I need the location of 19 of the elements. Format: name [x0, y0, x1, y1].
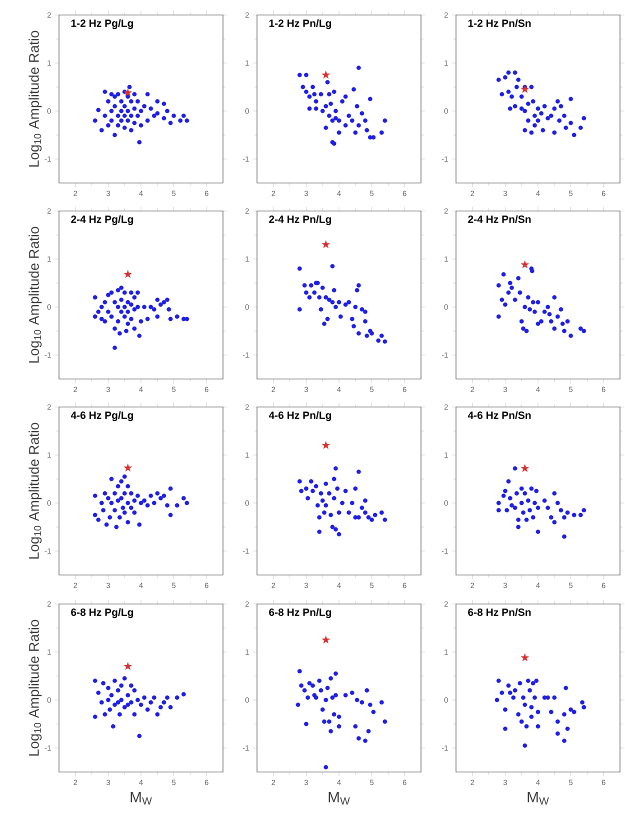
chart-title: 6-8 Hz Pg/Lg: [71, 608, 134, 618]
chart-title: 2-4 Hz Pg/Lg: [71, 215, 134, 226]
chart-title: 4-6 Hz Pn/Sn: [468, 411, 531, 420]
chart-title: 6-8 Hz Pn/Lg: [269, 608, 332, 618]
chart-title: 4-6 Hz Pg/Lg: [70, 411, 134, 422]
chart-title: 2-4 Hz Pn/Lg: [269, 215, 332, 226]
x-axis-title: M$_{W}$: [328, 792, 350, 805]
chart-title: 6-8 Hz Pn/Sn: [468, 608, 531, 616]
y-axis-title: Log$_{10}$ Amplitude Ratio: [28, 30, 42, 167]
chart-title: 4-6 Hz Pn/Lg: [268, 411, 332, 422]
y-axis-title: Log$_{10}$ Amplitude Ratio: [28, 422, 42, 559]
chart-title: 2-4 Hz Pn/Sn: [468, 215, 531, 224]
x-axis-title: M$_{W}$: [130, 792, 152, 805]
chart-title: 1-2 Hz Pn/Lg: [269, 19, 332, 30]
y-axis-title: Log$_{10}$ Amplitude Ratio: [28, 226, 42, 363]
chart-title: 1-2 Hz Pn/Sn: [468, 19, 531, 28]
chart-title: 1-2 Hz Pg/Lg: [71, 19, 134, 30]
x-axis-title: M$_{W}$: [528, 792, 549, 805]
y-axis-title: Log$_{10}$ Amplitude Ratio: [28, 620, 42, 756]
